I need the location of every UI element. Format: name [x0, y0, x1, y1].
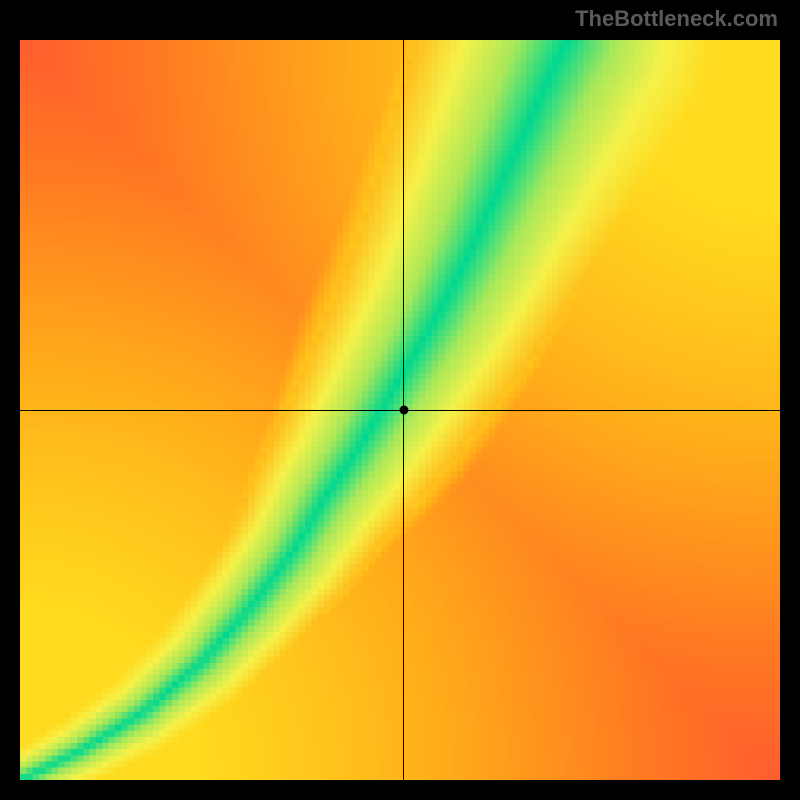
- watermark-text: TheBottleneck.com: [575, 6, 778, 32]
- chart-frame: TheBottleneck.com: [0, 0, 800, 800]
- crosshair-marker-dot: [399, 406, 408, 415]
- heatmap-plot: [20, 40, 780, 780]
